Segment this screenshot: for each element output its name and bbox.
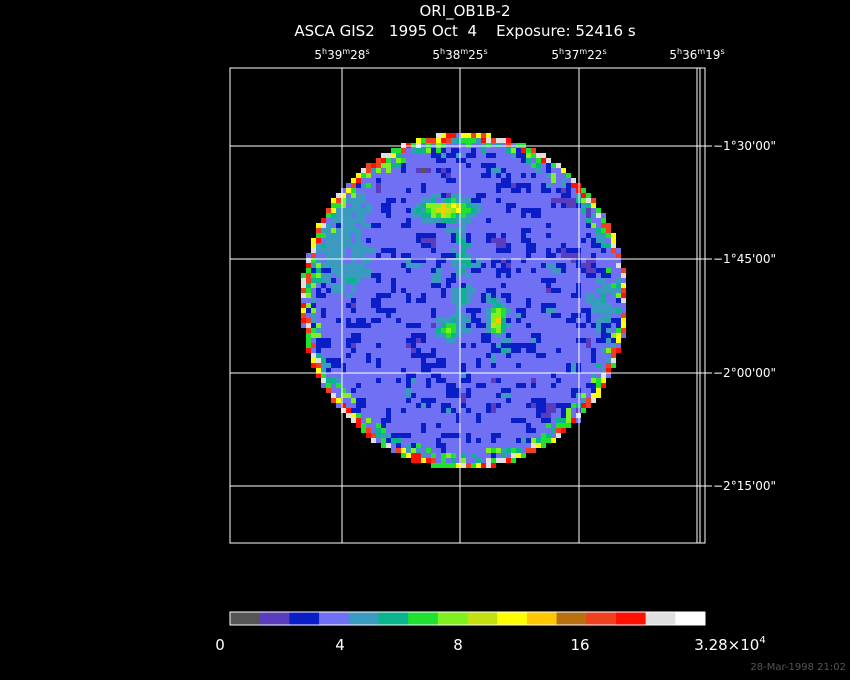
coordinate-grid [230, 68, 712, 543]
colorbar-swatch [526, 612, 558, 625]
ra-unit: m [697, 47, 705, 56]
ra-value: 5 [432, 48, 440, 62]
ra-value: 19 [705, 48, 720, 62]
colorbar-swatch [556, 612, 587, 625]
colorbar-value: 0 [215, 636, 225, 654]
ra-value: 28 [350, 48, 365, 62]
colorbar-swatch [408, 612, 439, 625]
image-pixels [436, 203, 496, 328]
colorbar-frame [229, 611, 706, 626]
dec-label: −1°30'00" [713, 139, 776, 153]
ra-unit: s [365, 47, 369, 56]
dec-label: −1°45'00" [713, 252, 776, 266]
ra-value: 36 [682, 48, 697, 62]
ra-unit: m [460, 47, 468, 56]
ra-unit: s [483, 47, 487, 56]
frame [229, 67, 706, 544]
colorbar-value: 16 [570, 636, 589, 654]
colorbar-swatch [230, 612, 261, 625]
colorbar-swatch [645, 612, 676, 625]
ra-value: 38 [445, 48, 460, 62]
colorbar-swatch [615, 612, 647, 625]
image [301, 133, 626, 468]
colorbar-swatch [467, 612, 498, 625]
colorbar-value: 4 [335, 636, 345, 654]
colorbar-label: 0 [215, 636, 225, 654]
colorbar-swatch [378, 612, 409, 625]
dec-label: −2°15'00" [713, 479, 776, 493]
title: ORI_OB1B-2 [419, 2, 510, 21]
colorbar-swatch [348, 612, 379, 625]
ra-unit: m [342, 47, 350, 56]
ra-unit: h [559, 47, 564, 56]
subtitle: ASCA GIS2 1995 Oct 4 Exposure: 52416 s [294, 22, 635, 40]
ra-value: 5 [314, 48, 322, 62]
colorbar-swatch [675, 612, 706, 625]
colorbar-swatch [259, 612, 290, 625]
image-pixels [301, 133, 626, 463]
ra-label: 5h36m19s [669, 47, 724, 62]
colorbar-label: 16 [570, 636, 589, 654]
ra-value: 37 [564, 48, 579, 62]
image-pixels [421, 168, 426, 173]
ra-unit: h [440, 47, 445, 56]
ra-value: 25 [468, 48, 483, 62]
ra-value: 22 [587, 48, 602, 62]
ra-unit: h [677, 47, 682, 56]
ra-unit: s [602, 47, 606, 56]
ra-unit: h [322, 47, 327, 56]
image-pixels [306, 138, 621, 463]
timestamp: 28-Mar-1998 21:02 [750, 662, 846, 673]
ra-value: 5 [551, 48, 559, 62]
colorbar-swatch [586, 612, 617, 625]
colorbar-swatch [289, 612, 320, 625]
ra-value: 39 [327, 48, 342, 62]
colorbar-swatch [437, 612, 468, 625]
colorbar-label: 3.28×104 [694, 635, 765, 654]
colorbar-swatch [497, 612, 528, 625]
colorbar-exponent: 4 [759, 635, 765, 646]
ra-label: 5h38m25s [432, 47, 487, 62]
colorbar-swatch [319, 612, 350, 625]
colorbar-label: 8 [453, 636, 463, 654]
ra-label: 5h39m28s [314, 47, 369, 62]
ra-label: 5h37m22s [551, 47, 606, 62]
dec-label: −2°00'00" [713, 366, 776, 380]
colorbar-value: 3.28×10 [694, 636, 759, 654]
ra-unit: s [720, 47, 724, 56]
colorbar-value: 8 [453, 636, 463, 654]
ra-value: 5 [669, 48, 677, 62]
colorbar-label: 4 [335, 636, 345, 654]
ra-unit: m [579, 47, 587, 56]
